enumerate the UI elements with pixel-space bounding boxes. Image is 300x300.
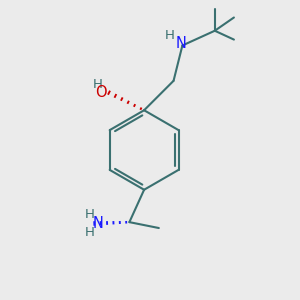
Text: O: O [95,85,106,100]
Text: H: H [165,29,175,42]
Text: N: N [93,215,104,230]
Text: N: N [176,36,186,51]
Text: H: H [93,78,103,91]
Text: H: H [85,208,94,221]
Text: H: H [85,226,94,239]
